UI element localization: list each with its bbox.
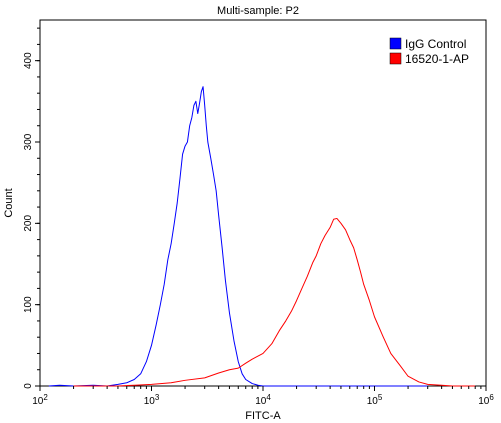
legend-label: 16520-1-AP bbox=[405, 52, 469, 66]
y-axis-label: Count bbox=[3, 188, 15, 217]
legend-swatch bbox=[389, 52, 402, 65]
x-axis-label: FITC-A bbox=[245, 410, 281, 422]
x-tick-label: 103 bbox=[144, 393, 160, 407]
legend-swatch bbox=[389, 37, 402, 50]
plot-frame bbox=[39, 19, 487, 387]
series-layer bbox=[48, 86, 476, 387]
x-tick-label: 104 bbox=[255, 393, 271, 407]
series-line-16520-1-ap bbox=[73, 217, 476, 387]
series-line-igg-control bbox=[48, 86, 428, 387]
legend-label: IgG Control bbox=[405, 37, 466, 51]
chart-title: Multi-sample: P2 bbox=[217, 5, 299, 17]
y-tick-label: 200 bbox=[23, 215, 34, 232]
y-tick-label: 400 bbox=[23, 52, 34, 69]
y-tick-label: 0 bbox=[23, 383, 34, 389]
y-tick-label: 300 bbox=[23, 133, 34, 150]
y-tick-label: 100 bbox=[23, 296, 34, 313]
x-tick-label: 102 bbox=[32, 393, 48, 407]
x-tick-label: 105 bbox=[367, 393, 383, 407]
x-tick-label: 106 bbox=[478, 393, 494, 407]
axis-layer: 102 103 104 105 106 0 100 200 300 400 bbox=[23, 27, 494, 407]
